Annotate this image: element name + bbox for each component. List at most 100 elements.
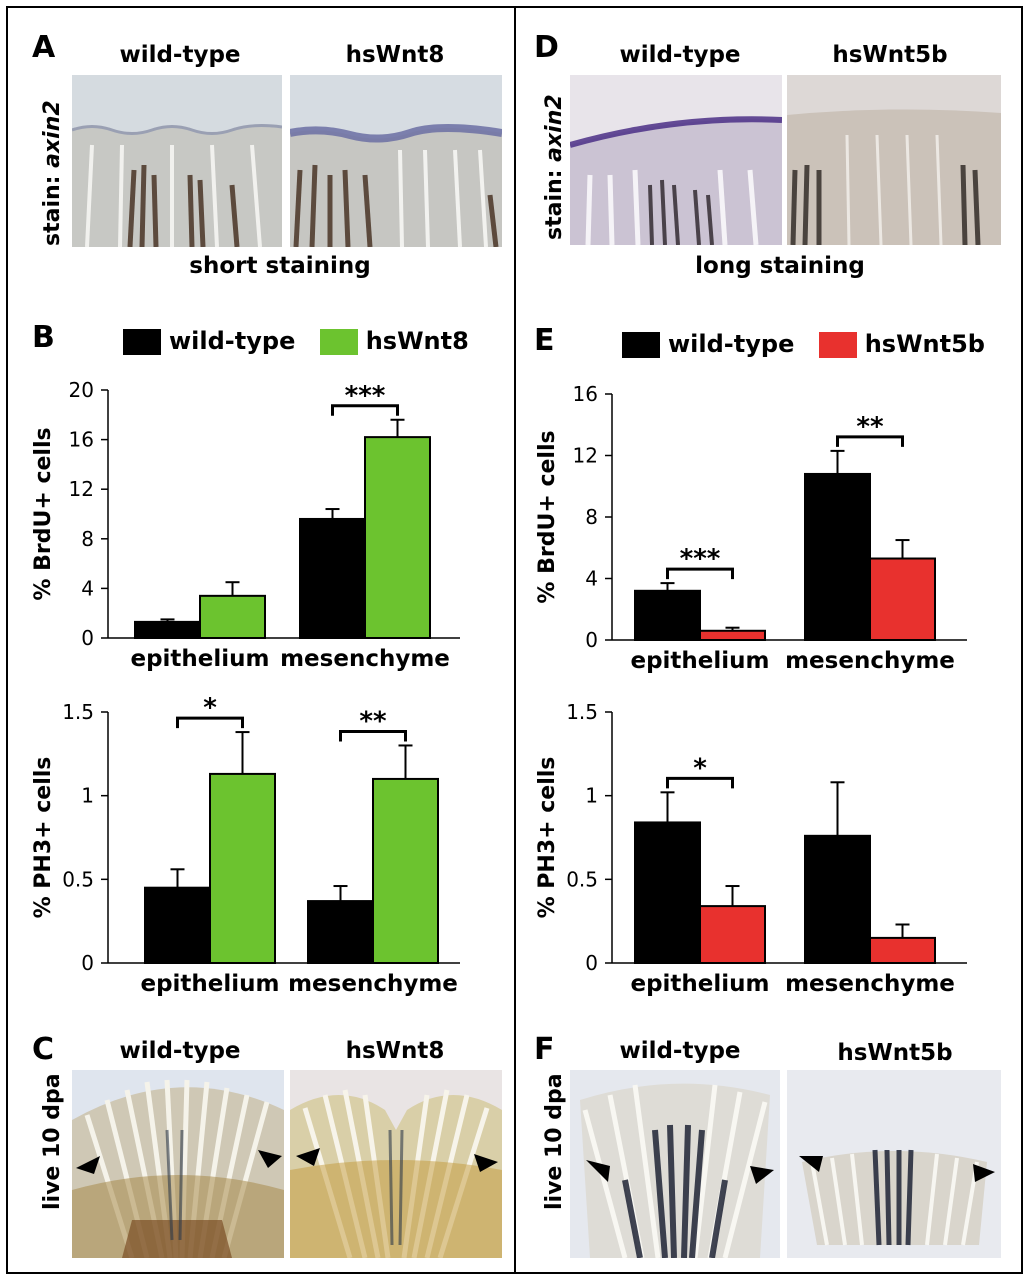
y-tick-label: 0.5 <box>566 867 598 891</box>
y-tick-label: 4 <box>81 576 94 600</box>
significance-bracket <box>176 716 244 729</box>
legend-swatch-hswnt8 <box>319 329 358 355</box>
legend-wildtype-item: wild-type <box>123 327 295 355</box>
panel-f-wildtype-image <box>570 1070 780 1258</box>
panel-f-side-label: live 10 dpa <box>542 1073 567 1210</box>
y-tick-label: 4 <box>585 567 598 591</box>
y-axis-label: % PH3+ cells <box>535 757 560 919</box>
bar-hswnt5b-mesenchyme <box>869 557 936 641</box>
panel-c-wildtype-title: wild-type <box>119 1038 241 1064</box>
panel-label-e: E <box>534 323 555 358</box>
bar-wild-type-epithelium <box>134 620 201 640</box>
legend-swatch-wildtype <box>123 329 161 355</box>
panel-a-hswnt8-title: hsWnt8 <box>345 42 445 68</box>
y-axis-label: % BrdU+ cells <box>535 430 560 603</box>
y-tick-label: 0 <box>585 951 598 975</box>
right-panel-frame <box>514 6 1023 1274</box>
x-category-label: epithelium <box>630 648 769 674</box>
bar-hswnt8-mesenchyme <box>372 777 439 964</box>
y-tick-label: 8 <box>585 505 598 529</box>
panel-d-stain-label: stain: axin2 <box>542 94 567 240</box>
x-category-label: mesenchyme <box>785 648 955 674</box>
significance-stars: *** <box>345 381 386 411</box>
panel-a-caption: short staining <box>189 253 371 279</box>
panel-d-hswnt5b-image <box>787 75 1001 245</box>
x-category-label: epithelium <box>630 971 769 997</box>
panel-c-hswnt8-image <box>290 1070 502 1258</box>
panel-d-caption: long staining <box>695 253 865 279</box>
panel-b-legend: wild-type hsWnt8 <box>123 327 469 355</box>
legend-swatch-wildtype <box>622 332 660 358</box>
panel-a-wildtype-image <box>72 75 282 247</box>
bar-hswnt5b-epithelium <box>699 905 766 965</box>
y-tick-label: 1.5 <box>566 700 598 724</box>
significance-bracket <box>666 776 734 789</box>
significance-stars: ** <box>359 706 387 736</box>
y-tick-label: 20 <box>69 378 94 402</box>
panel-c-side-label: live 10 dpa <box>40 1073 65 1210</box>
bar-wild-type-mesenchyme <box>299 517 366 640</box>
y-axis-label: % PH3+ cells <box>31 757 56 919</box>
bar-hswnt5b-epithelium <box>699 629 766 641</box>
panel-d-wildtype-image <box>570 75 782 245</box>
panel-c-hswnt8-title: hsWnt8 <box>345 1038 445 1064</box>
significance-stars: * <box>693 753 707 783</box>
y-tick-label: 8 <box>81 527 94 551</box>
legend-hswnt8-item: hsWnt8 <box>319 327 469 355</box>
significance-stars: ** <box>856 412 884 442</box>
x-category-label: epithelium <box>130 646 269 672</box>
bar-wild-type-mesenchyme <box>307 900 374 965</box>
y-tick-label: 0.5 <box>62 867 94 891</box>
y-tick-label: 1 <box>81 784 94 808</box>
y-tick-label: 1 <box>585 784 598 808</box>
panel-d-wildtype-title: wild-type <box>619 42 741 68</box>
x-category-label: mesenchyme <box>785 971 955 997</box>
legend-wildtype-item: wild-type <box>622 330 794 358</box>
y-tick-label: 0 <box>81 951 94 975</box>
panel-f-hswnt5b-image <box>787 1070 1001 1258</box>
panel-a-hswnt8-image <box>290 75 502 247</box>
panel-f-wildtype-title: wild-type <box>619 1038 741 1064</box>
bar-hswnt8-epithelium <box>209 772 276 964</box>
significance-bracket <box>339 729 407 742</box>
x-category-label: mesenchyme <box>288 971 458 997</box>
panel-c-wildtype-image <box>72 1070 284 1258</box>
bar-wild-type-epithelium <box>144 886 211 964</box>
y-tick-label: 1.5 <box>62 700 94 724</box>
bar-wild-type-mesenchyme <box>804 834 871 964</box>
bar-wild-type-epithelium <box>634 821 701 964</box>
panel-a-stain-label: stain: axin2 <box>40 100 65 246</box>
y-tick-label: 16 <box>69 428 94 452</box>
chart-b-top: 0 4 8 12 16 20 % BrdU+ cells epithelium mesenchy… <box>31 378 460 672</box>
panel-label-d: D <box>534 30 559 65</box>
panel-d-hswnt5b-title: hsWnt5b <box>832 42 948 68</box>
chart-e-bottom: 0 0.5 1 1.5 % PH3+ cells epithelium * mesenchym… <box>535 700 967 997</box>
legend-swatch-hswnt5b <box>818 332 857 358</box>
chart-b-bottom: 0 0.5 1 1.5 % PH3+ cells epithelium * mesenchym… <box>31 693 460 997</box>
x-category-label: mesenchyme <box>280 646 450 672</box>
bar-hswnt8-epithelium <box>199 594 266 639</box>
significance-bracket <box>331 404 399 416</box>
bar-hswnt5b-mesenchyme <box>869 936 936 964</box>
chart-e-top: 0 4 8 12 16 % BrdU+ cells epithelium *** mesench… <box>535 382 967 674</box>
y-tick-label: 0 <box>81 626 94 650</box>
panel-label-c: C <box>32 1032 55 1067</box>
panel-label-a: A <box>32 30 56 65</box>
significance-bracket <box>836 435 904 447</box>
y-tick-label: 16 <box>573 382 598 406</box>
panel-f-hswnt5b-title: hsWnt5b <box>837 1040 953 1066</box>
x-category-label: epithelium <box>140 971 279 997</box>
significance-bracket <box>666 567 734 580</box>
significance-stars: * <box>203 693 217 723</box>
panel-e-legend: wild-type hsWnt5b <box>622 330 985 358</box>
significance-stars: *** <box>680 544 721 574</box>
y-tick-label: 0 <box>585 628 598 652</box>
bar-hswnt8-mesenchyme <box>364 436 431 640</box>
y-tick-label: 12 <box>573 444 598 468</box>
panel-label-f: F <box>534 1032 555 1067</box>
bar-wild-type-epithelium <box>634 589 701 642</box>
bar-wild-type-mesenchyme <box>804 472 871 641</box>
y-tick-label: 12 <box>69 477 94 501</box>
panel-label-b: B <box>32 320 55 355</box>
legend-hswnt5b-item: hsWnt5b <box>818 330 985 358</box>
